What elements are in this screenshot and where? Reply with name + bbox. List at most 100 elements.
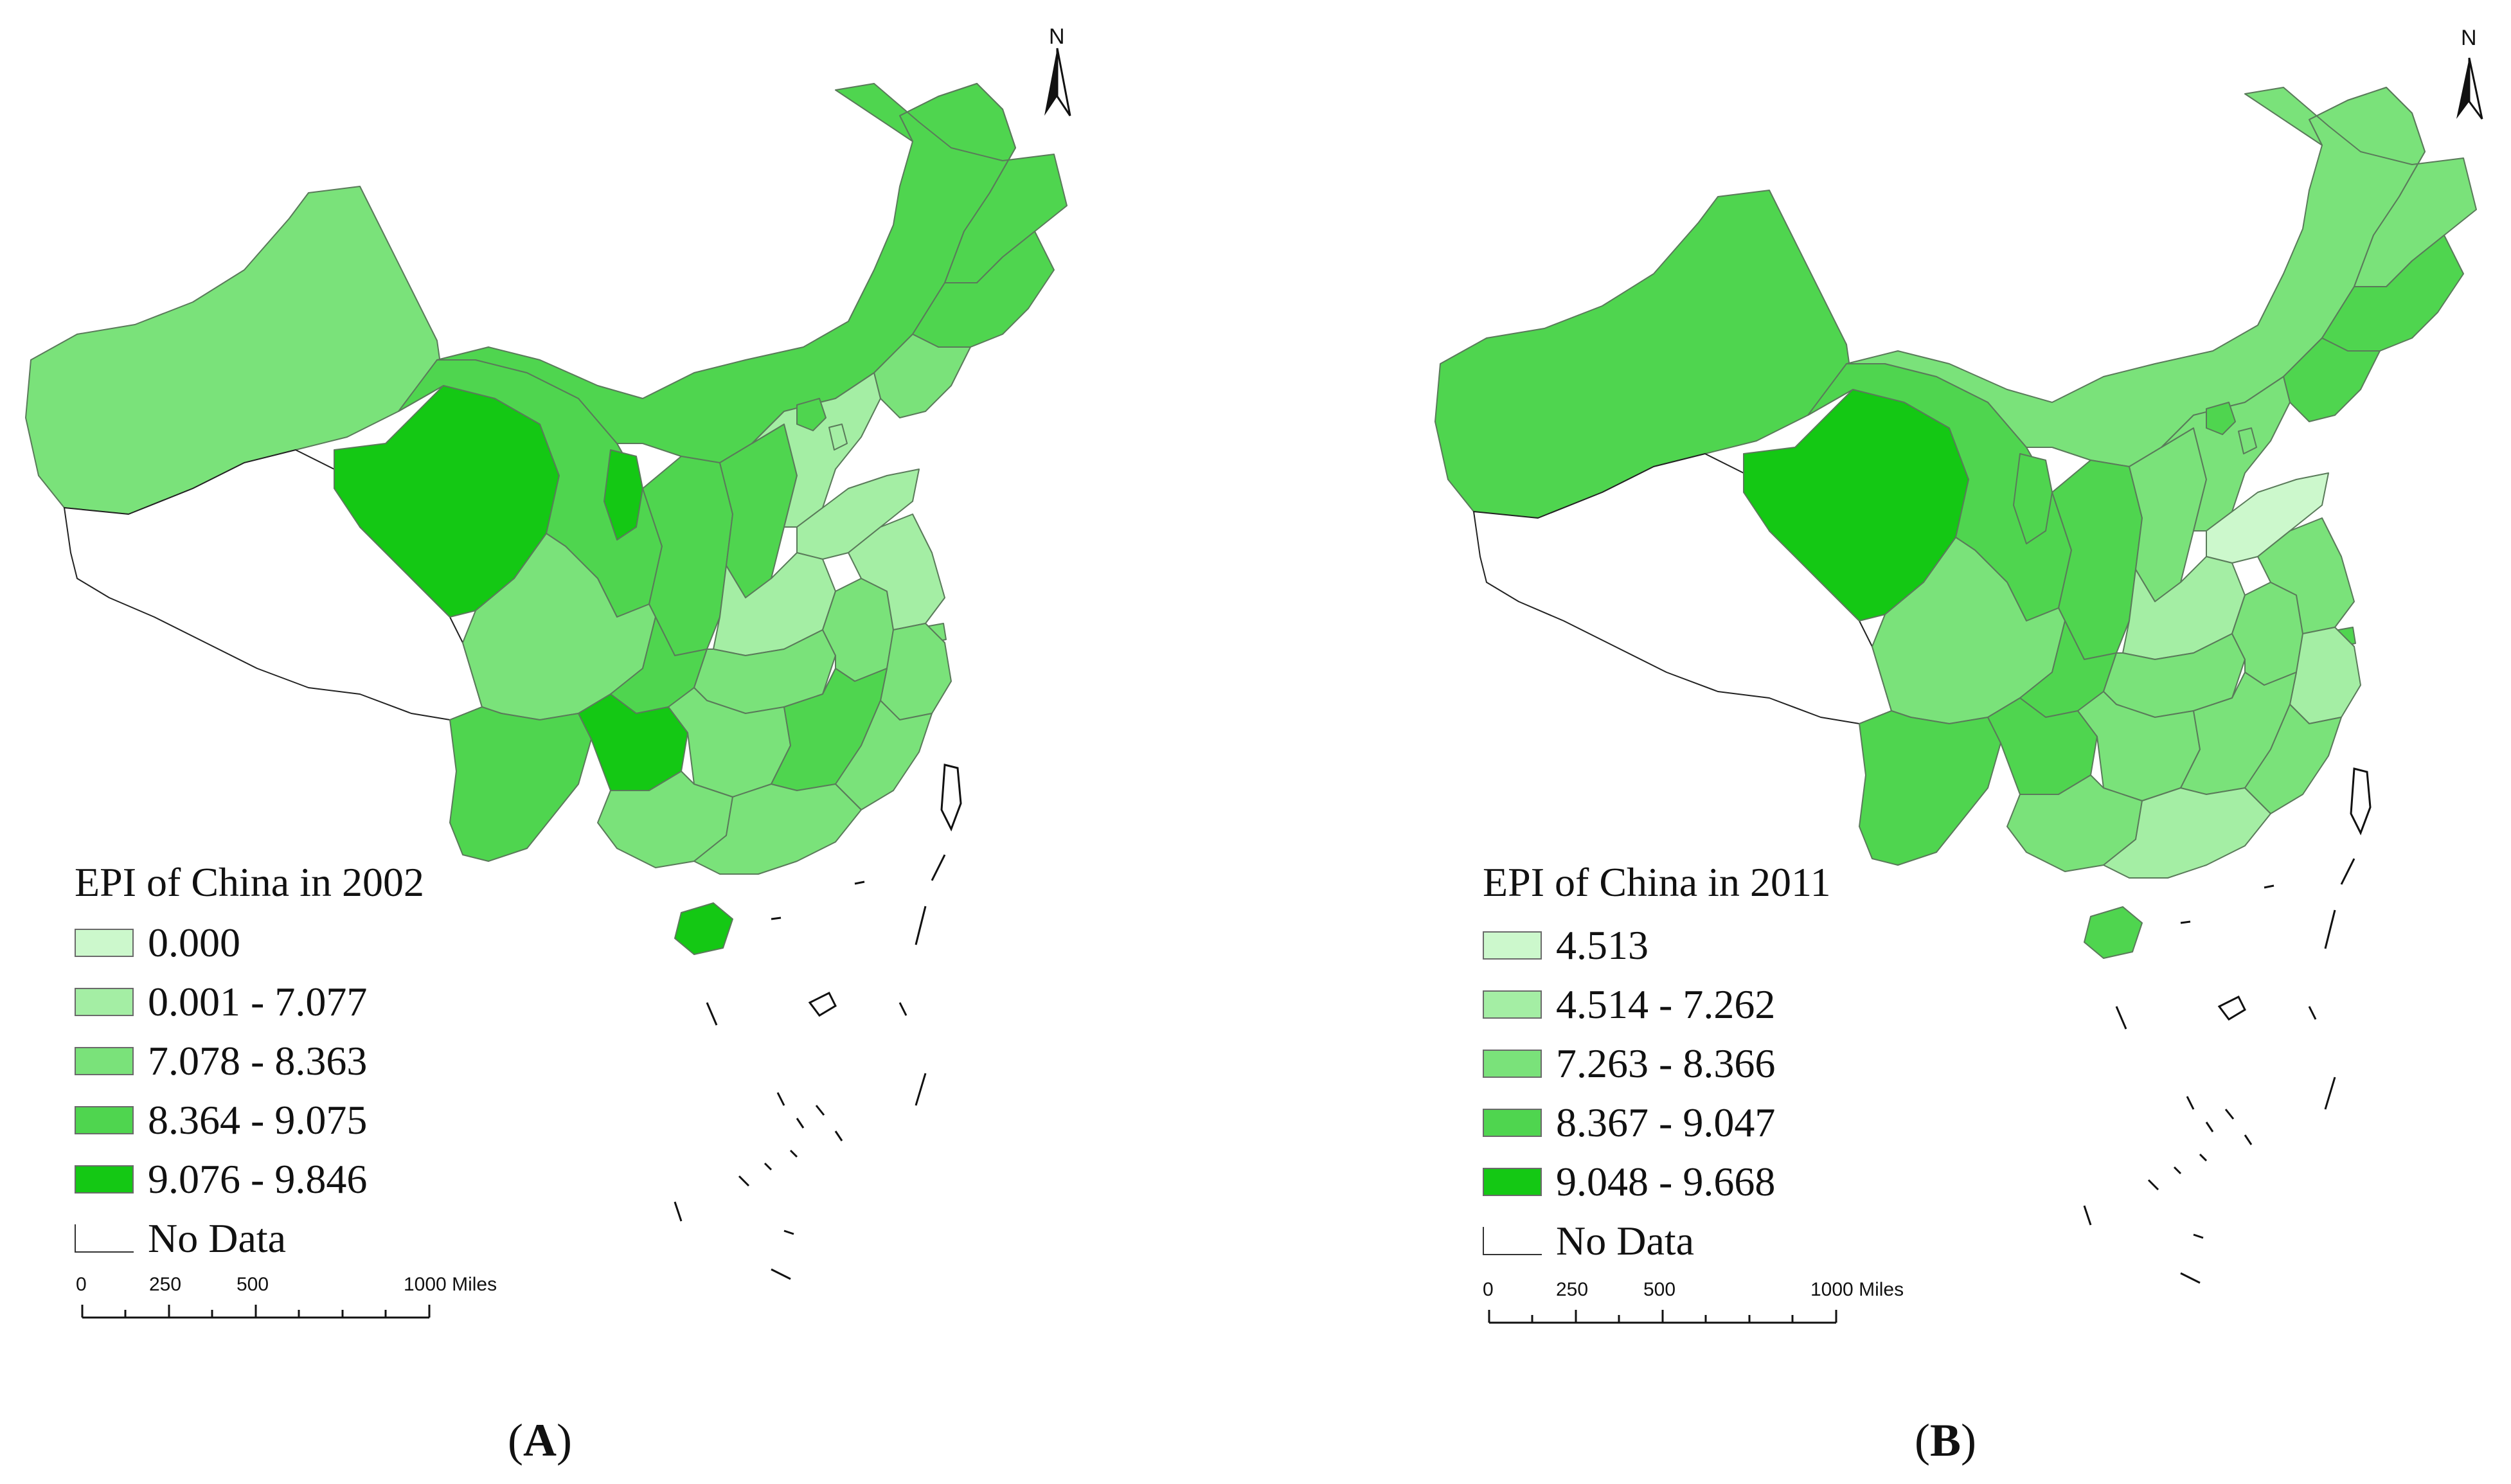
north-arrow-icon xyxy=(1044,48,1071,116)
legend-item: 9.048 - 9.668 xyxy=(1483,1158,1775,1206)
region-yunnan xyxy=(449,706,592,862)
scale-tick-label: 1000 Miles xyxy=(1810,1279,1904,1300)
legend-swatch xyxy=(75,929,134,957)
legend-swatch xyxy=(1483,1109,1542,1137)
island-outline xyxy=(940,764,962,832)
legend-swatch xyxy=(1483,1168,1542,1196)
map-panel-a: N EPI of China in 2002 0.000 0.001 - 7.0… xyxy=(0,0,1255,1484)
legend-item: 9.076 - 9.846 xyxy=(75,1156,367,1203)
scale-bar xyxy=(81,1305,431,1319)
north-arrow-icon xyxy=(2456,57,2483,120)
island-outline xyxy=(771,1268,791,1280)
legend-label: 7.078 - 8.363 xyxy=(148,1038,368,1084)
legend-title: EPI of China in 2011 xyxy=(1483,859,1831,905)
region-fujian xyxy=(835,700,933,810)
legend-swatch xyxy=(75,1165,134,1193)
legend-item: No Data xyxy=(75,1215,286,1262)
legend-label: No Data xyxy=(148,1215,287,1261)
legend-item: 8.364 - 9.075 xyxy=(75,1096,367,1144)
region-guangdong xyxy=(693,783,862,875)
scale-tick-label: 500 xyxy=(1643,1279,1676,1300)
region-jiangsu xyxy=(848,514,945,630)
scale-bar xyxy=(1488,1310,1837,1324)
island-outline xyxy=(2324,909,2336,949)
legend-label: 4.513 xyxy=(1556,922,1649,968)
legend-label: 0.001 - 7.077 xyxy=(148,979,368,1024)
region-guizhou xyxy=(578,693,688,791)
scale-tick-label: 0 xyxy=(76,1274,87,1295)
island-outline xyxy=(2083,1205,2092,1226)
legend-item: No Data xyxy=(1483,1217,1694,1265)
region-guangdong xyxy=(2103,787,2271,879)
island-outline xyxy=(674,1201,683,1222)
island-outline xyxy=(2340,858,2355,885)
legend-item: 4.513 xyxy=(1483,922,1649,969)
legend-label: 9.048 - 9.668 xyxy=(1556,1159,1776,1204)
legend-item: 0.000 xyxy=(75,919,240,967)
region-tianjin xyxy=(828,424,848,451)
region-hainan xyxy=(2084,906,2143,959)
region-fujian xyxy=(2244,704,2342,814)
legend-item: 7.263 - 8.366 xyxy=(1483,1040,1775,1087)
map-panel-b: N EPI of China in 2011 4.513 4.514 - 7.2… xyxy=(1255,0,2510,1484)
island-outline xyxy=(931,854,946,881)
island-outline xyxy=(2324,1077,2336,1110)
scale-tick-label: 250 xyxy=(1556,1279,1589,1300)
legend-label: 4.514 - 7.262 xyxy=(1556,981,1776,1027)
north-letter: N xyxy=(2461,26,2477,50)
legend-label: 7.263 - 8.366 xyxy=(1556,1041,1776,1086)
legend-item: 8.367 - 9.047 xyxy=(1483,1099,1775,1147)
region-beijing xyxy=(796,398,827,431)
region-ningxia xyxy=(603,449,643,541)
island-outline xyxy=(2264,884,2274,889)
island-outline xyxy=(2180,920,2191,924)
south-china-sea-islands xyxy=(2083,767,2372,1284)
island-outline xyxy=(738,1149,798,1187)
island-outline xyxy=(808,991,837,1017)
island-outline xyxy=(854,881,865,885)
island-outline xyxy=(915,906,927,945)
island-outline xyxy=(2180,1272,2201,1284)
island-outline xyxy=(898,1002,907,1016)
region-tianjin xyxy=(2238,427,2257,454)
island-outline xyxy=(2186,1096,2253,1145)
scale-tick-label: 1000 Miles xyxy=(404,1274,497,1295)
legend-label: No Data xyxy=(1556,1218,1695,1264)
legend-label: 8.364 - 9.075 xyxy=(148,1097,368,1143)
island-outline xyxy=(2193,1233,2204,1239)
island-outline xyxy=(915,1073,927,1106)
north-letter: N xyxy=(1049,24,1065,49)
legend-label: 0.000 xyxy=(148,920,240,965)
island-outline xyxy=(2308,1006,2317,1020)
legend-label: 9.076 - 9.846 xyxy=(148,1156,368,1202)
island-outline xyxy=(2115,1006,2127,1030)
panel-label: (A) xyxy=(508,1415,572,1466)
island-outline xyxy=(776,1092,843,1141)
legend-title: EPI of China in 2002 xyxy=(75,859,424,905)
island-outline xyxy=(783,1229,794,1235)
legend-item: 0.001 - 7.077 xyxy=(75,978,367,1026)
region-yunnan xyxy=(1859,710,2001,866)
south-china-sea-islands xyxy=(674,764,962,1280)
panel-label: (B) xyxy=(1915,1415,1976,1466)
island-outline xyxy=(2350,767,2372,836)
region-beijing xyxy=(2206,402,2236,435)
legend-item: 4.514 - 7.262 xyxy=(1483,981,1775,1028)
region-ningxia xyxy=(2013,453,2053,544)
scale-tick-label: 0 xyxy=(1483,1279,1494,1300)
region-hebei xyxy=(2161,376,2291,532)
scale-tick-label: 250 xyxy=(149,1274,182,1295)
legend-swatch xyxy=(1483,1227,1542,1255)
legend-swatch xyxy=(1483,931,1542,960)
island-outline xyxy=(2217,995,2246,1021)
legend-swatch xyxy=(1483,990,1542,1019)
scale-tick-label: 500 xyxy=(237,1274,269,1295)
region-jiangsu xyxy=(2257,517,2355,634)
legend-label: 8.367 - 9.047 xyxy=(1556,1100,1776,1145)
region-guizhou xyxy=(1987,697,2098,795)
choropleth-map-a xyxy=(25,48,1071,1319)
island-outline xyxy=(771,916,782,920)
legend-swatch xyxy=(75,1106,134,1134)
legend-item: 7.078 - 8.363 xyxy=(75,1037,367,1085)
legend-swatch xyxy=(75,1047,134,1075)
